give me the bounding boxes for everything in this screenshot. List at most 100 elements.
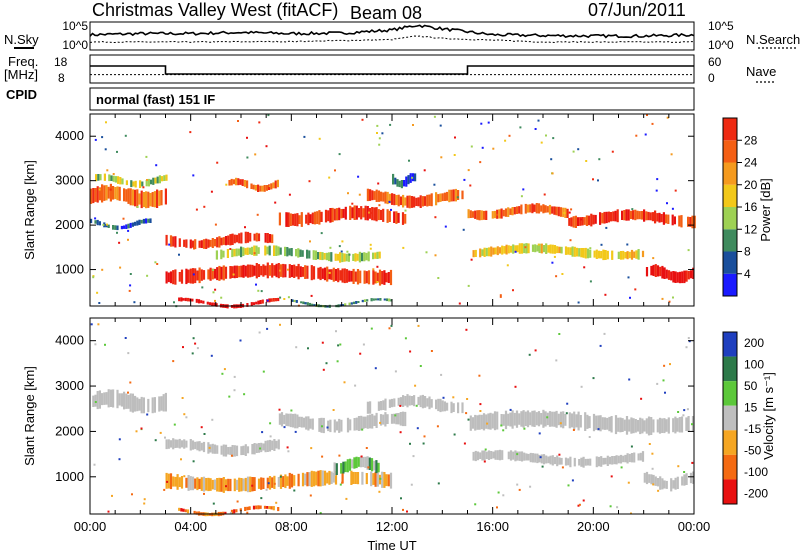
heatmap-cell bbox=[98, 187, 101, 201]
heatmap-cell bbox=[575, 247, 579, 257]
heatmap-cell bbox=[370, 471, 373, 487]
heatmap-cell bbox=[257, 478, 261, 489]
heatmap-cell bbox=[394, 177, 397, 185]
heatmap-cell bbox=[564, 246, 568, 255]
heatmap-cell bbox=[94, 188, 97, 202]
heatmap-cell bbox=[622, 250, 625, 260]
heatmap-cell bbox=[224, 511, 227, 515]
heatmap-cell bbox=[334, 269, 338, 281]
heatmap-cell bbox=[187, 475, 190, 491]
scatter-point bbox=[419, 365, 422, 367]
scatter-point bbox=[118, 438, 121, 441]
heatmap-cell bbox=[476, 210, 479, 220]
scatter-point bbox=[479, 403, 482, 406]
heatmap-cell bbox=[489, 412, 492, 430]
heatmap-cell bbox=[396, 179, 399, 187]
heatmap-cell bbox=[348, 270, 351, 282]
heatmap-cell bbox=[483, 247, 486, 257]
heatmap-cell bbox=[627, 209, 630, 221]
heatmap-cell bbox=[417, 197, 420, 207]
heatmap-cell bbox=[452, 403, 455, 412]
heatmap-cell bbox=[125, 180, 128, 186]
heatmap-cell bbox=[116, 186, 119, 201]
heatmap-cell bbox=[640, 211, 643, 220]
heatmap-cell bbox=[268, 245, 271, 256]
heatmap-cell bbox=[585, 215, 588, 226]
heatmap-cell bbox=[372, 298, 375, 301]
heatmap-cell bbox=[209, 239, 212, 247]
scatter-point bbox=[651, 122, 654, 125]
scatter-point bbox=[412, 124, 414, 126]
heatmap-cell bbox=[309, 418, 312, 429]
scatter-point bbox=[543, 193, 546, 196]
scatter-point bbox=[178, 253, 180, 256]
scatter-point bbox=[196, 347, 199, 350]
heatmap-cell bbox=[149, 218, 152, 223]
scatter-point bbox=[361, 428, 364, 431]
heatmap-cell bbox=[619, 251, 623, 260]
heatmap-cell bbox=[134, 189, 137, 207]
heatmap-cell bbox=[639, 417, 642, 435]
heatmap-cell bbox=[96, 219, 99, 226]
heatmap-cell bbox=[580, 248, 583, 258]
heatmap-cell bbox=[639, 452, 642, 461]
heatmap-cell bbox=[277, 477, 280, 487]
heatmap-cell bbox=[325, 252, 328, 261]
heatmap-cell bbox=[185, 239, 188, 248]
heatmap-cell bbox=[136, 220, 139, 226]
heatmap-cell bbox=[313, 304, 316, 306]
heatmap-cell bbox=[120, 225, 123, 230]
scatter-point bbox=[216, 161, 219, 164]
scatter-point bbox=[545, 134, 547, 137]
heatmap-cell bbox=[252, 184, 255, 190]
scatter-point bbox=[656, 382, 659, 385]
heatmap-cell bbox=[391, 398, 394, 408]
heatmap-cell bbox=[229, 446, 232, 455]
heatmap-cell bbox=[319, 251, 322, 260]
heatmap-cell bbox=[641, 418, 644, 434]
heatmap-cell bbox=[287, 212, 290, 227]
scatter-point bbox=[504, 139, 507, 142]
scatter-point bbox=[93, 463, 96, 466]
heatmap-cell bbox=[674, 416, 677, 434]
heatmap-cell bbox=[123, 188, 126, 202]
scatter-point bbox=[634, 288, 637, 291]
heatmap-cell bbox=[400, 180, 403, 189]
scatter-point bbox=[261, 431, 264, 434]
heatmap-cell bbox=[233, 445, 236, 457]
scatter-point bbox=[233, 375, 236, 378]
heatmap-cell bbox=[200, 300, 203, 304]
heatmap-cell bbox=[220, 249, 223, 260]
scatter-point bbox=[627, 481, 630, 484]
heatmap-cell bbox=[246, 446, 250, 454]
heatmap-cell bbox=[504, 410, 508, 430]
heatmap-cell bbox=[540, 243, 543, 254]
power-colorbar-tick-label: 12 bbox=[744, 222, 758, 236]
heatmap-cell bbox=[283, 414, 286, 425]
heatmap-cell bbox=[570, 413, 574, 428]
scatter-point bbox=[529, 485, 532, 488]
heatmap-cell bbox=[172, 236, 175, 247]
heatmap-cell bbox=[430, 193, 433, 207]
heatmap-cell bbox=[359, 456, 363, 468]
heatmap-cell bbox=[564, 414, 567, 426]
scatter-point bbox=[651, 467, 654, 470]
heatmap-cell bbox=[351, 459, 354, 469]
heatmap-cell bbox=[593, 250, 596, 258]
heatmap-cell bbox=[174, 439, 177, 448]
scatter-point bbox=[127, 391, 129, 394]
heatmap-cell bbox=[610, 212, 613, 222]
heatmap-cell bbox=[606, 455, 609, 466]
heatmap-cell bbox=[583, 217, 586, 225]
heatmap-cell bbox=[485, 247, 488, 257]
scatter-point bbox=[203, 492, 205, 495]
heatmap-cell bbox=[205, 478, 208, 491]
heatmap-cell bbox=[227, 478, 230, 492]
heatmap-cell bbox=[589, 458, 592, 466]
heatmap-cell bbox=[439, 193, 442, 202]
heatmap-cell bbox=[665, 480, 668, 489]
heatmap-cell bbox=[231, 266, 234, 278]
heatmap-cell bbox=[257, 505, 260, 510]
heatmap-cell bbox=[172, 476, 175, 487]
scatter-point bbox=[131, 493, 133, 496]
